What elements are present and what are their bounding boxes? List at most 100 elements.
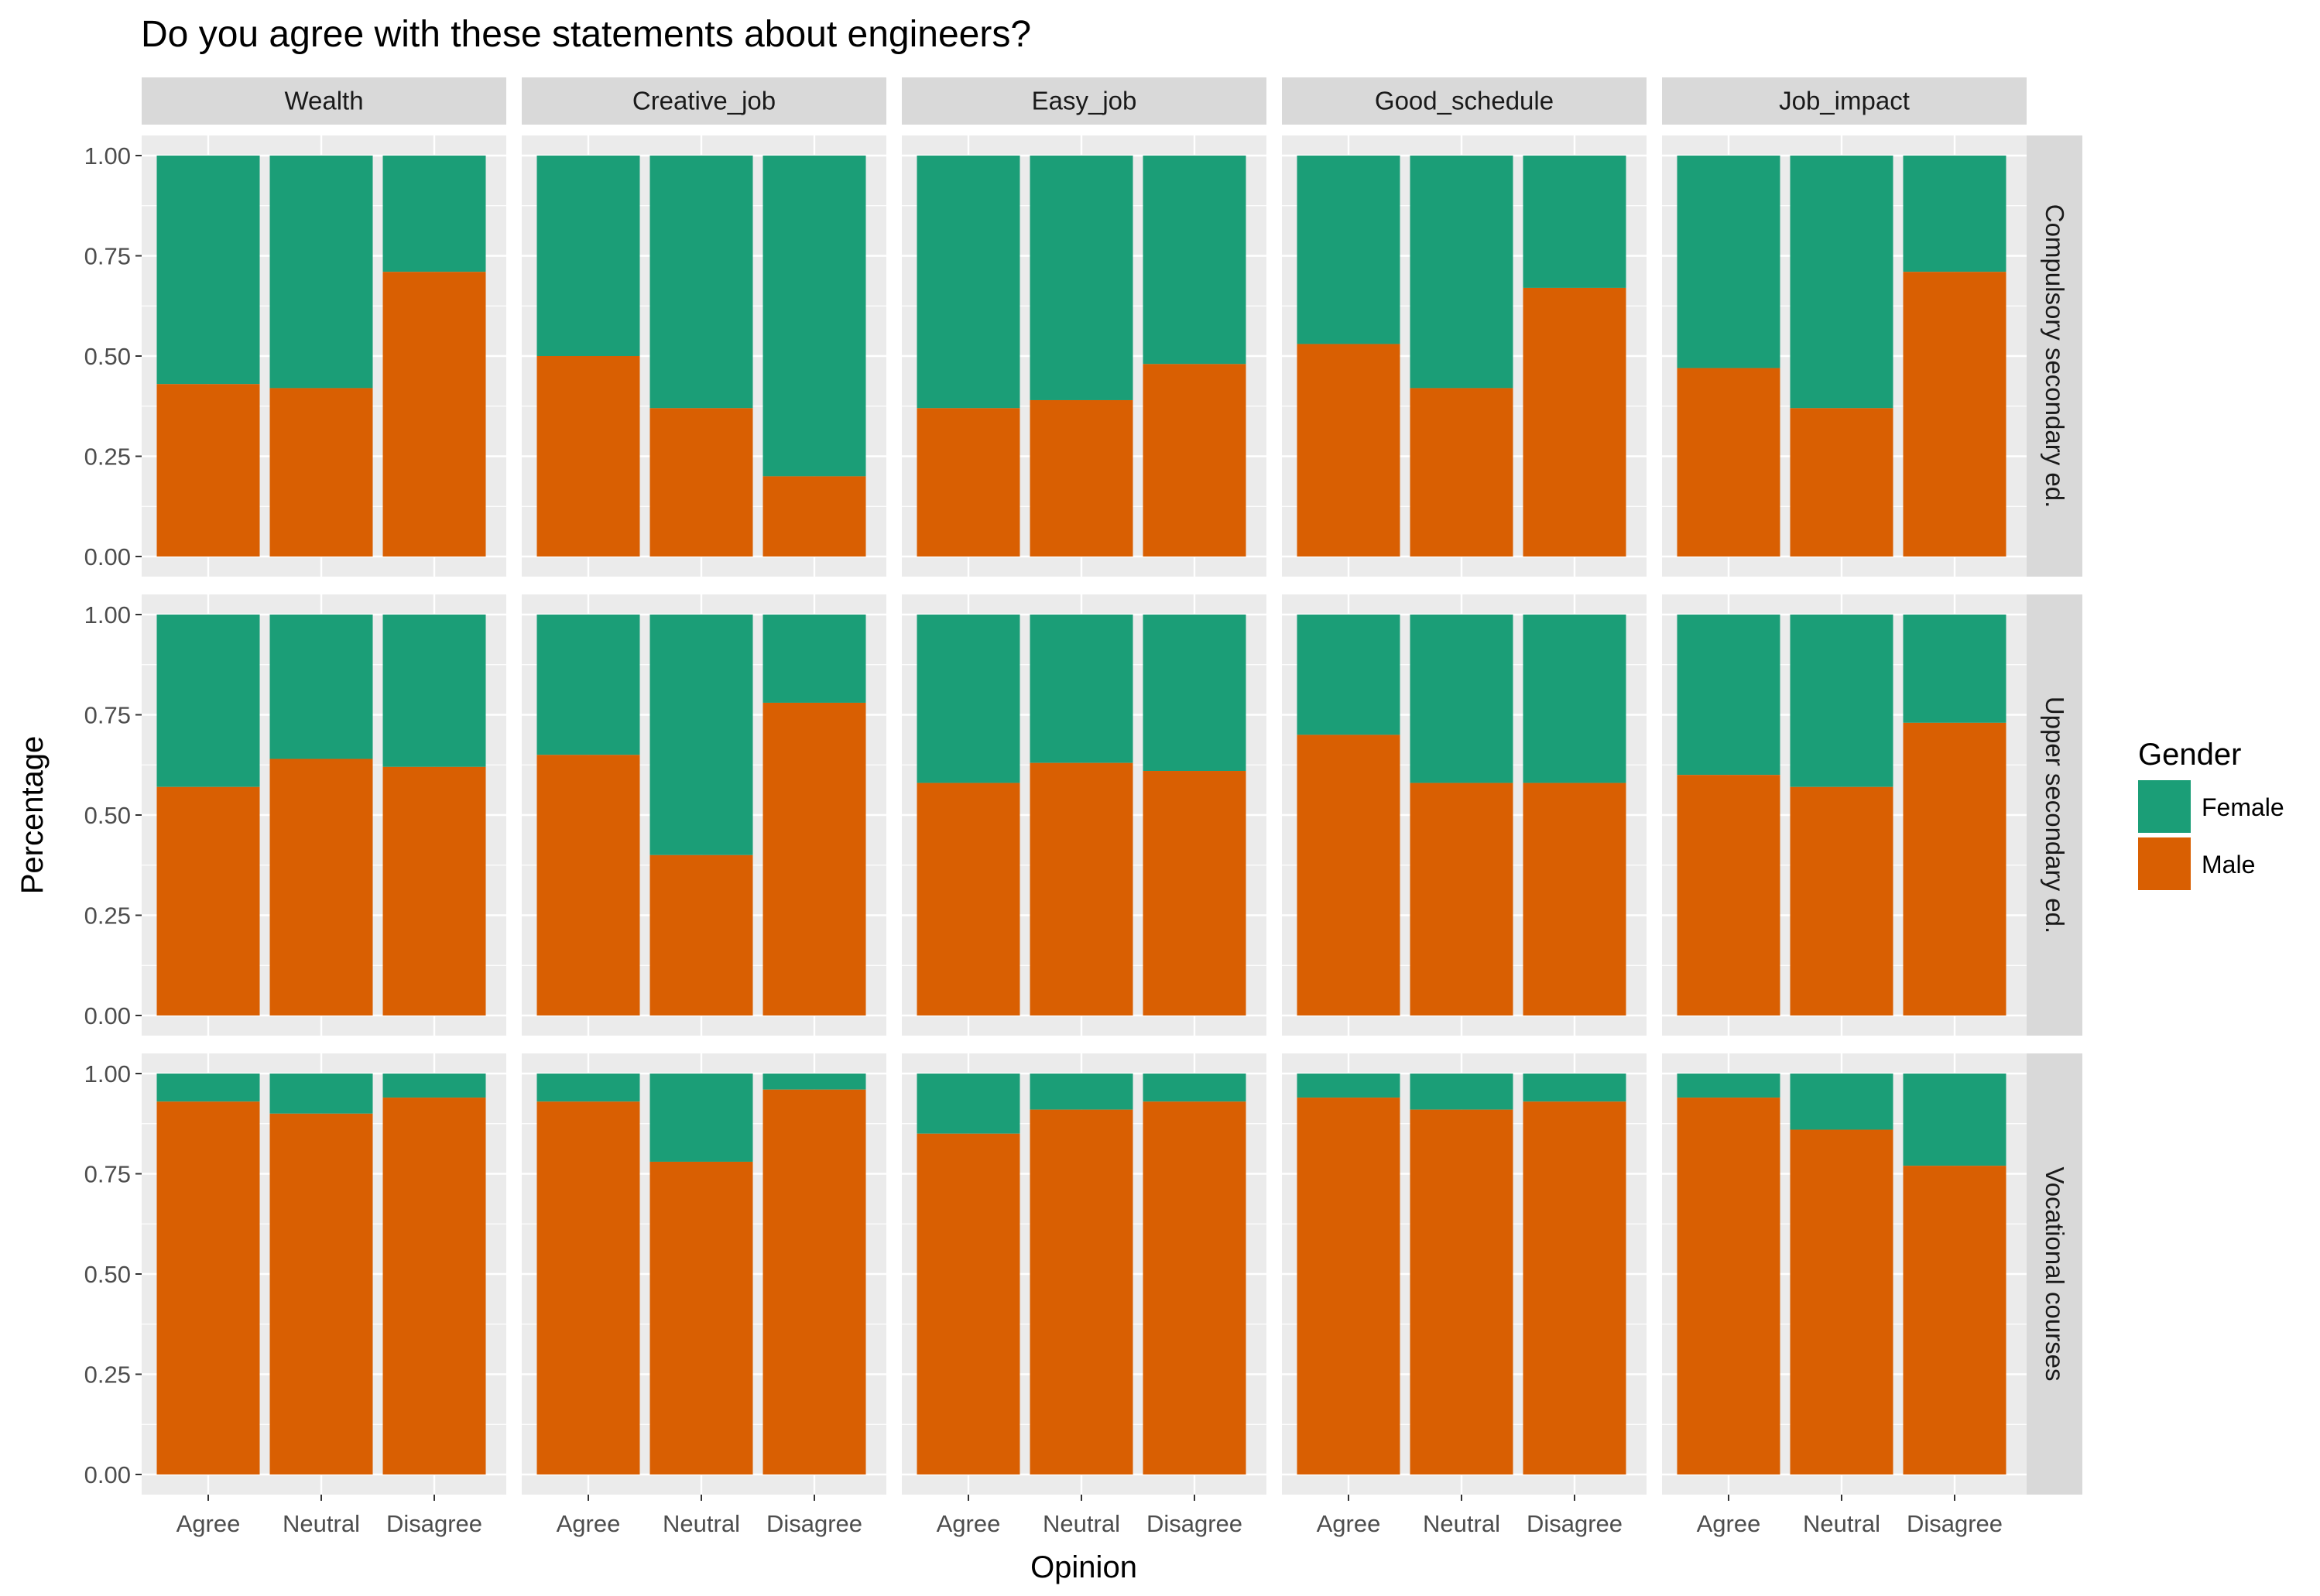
- bar-female-upper-secondary-ed-job-impact-agree: [1677, 615, 1780, 776]
- facet-strip-job-impact: [1662, 77, 2027, 125]
- bar-female-compulsory-secondary-ed-easy-job-agree: [917, 156, 1020, 409]
- x-tick-label: Agree: [1697, 1510, 1761, 1537]
- bar-female-compulsory-secondary-ed-wealth-agree: [156, 156, 260, 385]
- bar-male-vocational-courses-creative-job-disagree: [762, 1089, 866, 1474]
- x-tick-label: Agree: [557, 1510, 621, 1537]
- bar-female-upper-secondary-ed-good-schedule-disagree: [1523, 615, 1626, 783]
- facet-label-job-impact: Job_impact: [1779, 87, 1910, 115]
- bar-female-vocational-courses-wealth-agree: [156, 1074, 260, 1102]
- bar-female-compulsory-secondary-ed-job-impact-disagree: [1903, 156, 2006, 272]
- bar-male-compulsory-secondary-ed-wealth-neutral: [269, 388, 373, 557]
- bar-male-vocational-courses-easy-job-disagree: [1143, 1101, 1246, 1474]
- x-tick-label: Disagree: [386, 1510, 482, 1537]
- facet-strip-vocational-courses: [2027, 1053, 2082, 1495]
- bar-male-vocational-courses-wealth-agree: [156, 1101, 260, 1474]
- legend-label-female: Female: [2202, 793, 2284, 821]
- bar-female-vocational-courses-good-schedule-disagree: [1523, 1074, 1626, 1102]
- bar-male-compulsory-secondary-ed-creative-job-neutral: [649, 408, 753, 557]
- x-tick-label: Neutral: [1043, 1510, 1120, 1537]
- bar-male-compulsory-secondary-ed-good-schedule-agree: [1297, 344, 1400, 557]
- bar-female-vocational-courses-easy-job-disagree: [1143, 1074, 1246, 1102]
- bar-female-vocational-courses-wealth-neutral: [269, 1074, 373, 1114]
- bar-female-upper-secondary-ed-creative-job-disagree: [762, 615, 866, 703]
- facet-label-upper-secondary-ed: Upper secondary ed.: [2041, 697, 2069, 933]
- legend-key-female: [2138, 780, 2191, 833]
- bar-male-vocational-courses-good-schedule-neutral: [1410, 1109, 1513, 1474]
- facet-label-wealth: Wealth: [284, 87, 363, 115]
- bar-male-upper-secondary-ed-creative-job-neutral: [649, 855, 753, 1015]
- bar-female-vocational-courses-creative-job-neutral: [649, 1074, 753, 1162]
- bar-female-compulsory-secondary-ed-good-schedule-neutral: [1410, 156, 1513, 389]
- bar-female-upper-secondary-ed-job-impact-neutral: [1790, 615, 1893, 787]
- x-tick-label: Agree: [937, 1510, 1001, 1537]
- bar-female-upper-secondary-ed-wealth-disagree: [382, 615, 486, 767]
- x-tick-label: Disagree: [1527, 1510, 1623, 1537]
- x-tick-label: Agree: [176, 1510, 241, 1537]
- legend-title: Gender: [2138, 738, 2241, 772]
- x-tick-label: Neutral: [283, 1510, 360, 1537]
- bar-male-compulsory-secondary-ed-job-impact-neutral: [1790, 408, 1893, 557]
- y-tick-label: 0.00: [84, 543, 131, 570]
- bar-male-upper-secondary-ed-good-schedule-disagree: [1523, 783, 1626, 1015]
- bar-female-compulsory-secondary-ed-wealth-neutral: [269, 156, 373, 389]
- bar-male-vocational-courses-easy-job-agree: [917, 1133, 1020, 1474]
- bar-female-vocational-courses-wealth-disagree: [382, 1074, 486, 1098]
- bar-male-compulsory-secondary-ed-good-schedule-disagree: [1523, 287, 1626, 557]
- y-tick-label: 0.50: [84, 802, 131, 829]
- facet-strip-creative-job: [522, 77, 886, 125]
- facet-label-compulsory-secondary-ed: Compulsory secondary ed.: [2041, 204, 2069, 509]
- bar-female-vocational-courses-easy-job-neutral: [1030, 1074, 1133, 1110]
- x-axis-title: Opinion: [1030, 1550, 1137, 1584]
- y-axis-title: Percentage: [15, 736, 50, 895]
- y-tick-label: 1.00: [84, 601, 131, 628]
- x-tick-label: Disagree: [766, 1510, 862, 1537]
- bar-female-upper-secondary-ed-easy-job-agree: [917, 615, 1020, 783]
- bar-male-vocational-courses-job-impact-neutral: [1790, 1129, 1893, 1474]
- bar-female-compulsory-secondary-ed-good-schedule-agree: [1297, 156, 1400, 344]
- bar-male-compulsory-secondary-ed-job-impact-disagree: [1903, 272, 2006, 557]
- bar-male-compulsory-secondary-ed-creative-job-agree: [536, 356, 640, 557]
- bar-male-upper-secondary-ed-good-schedule-neutral: [1410, 783, 1513, 1015]
- bar-male-upper-secondary-ed-job-impact-disagree: [1903, 722, 2006, 1015]
- facet-label-easy-job: Easy_job: [1032, 87, 1137, 115]
- y-tick-label: 0.25: [84, 1361, 131, 1389]
- bar-male-compulsory-secondary-ed-good-schedule-neutral: [1410, 388, 1513, 557]
- bar-male-upper-secondary-ed-easy-job-neutral: [1030, 762, 1133, 1015]
- bar-female-upper-secondary-ed-easy-job-neutral: [1030, 615, 1133, 763]
- x-tick-label: Disagree: [1907, 1510, 2003, 1537]
- bar-female-upper-secondary-ed-wealth-neutral: [269, 615, 373, 759]
- bar-female-compulsory-secondary-ed-easy-job-disagree: [1143, 156, 1246, 365]
- bar-male-vocational-courses-job-impact-disagree: [1903, 1166, 2006, 1474]
- bar-male-upper-secondary-ed-job-impact-neutral: [1790, 786, 1893, 1015]
- y-tick-label: 0.75: [84, 702, 131, 729]
- bar-male-upper-secondary-ed-good-schedule-agree: [1297, 735, 1400, 1015]
- x-tick-label: Neutral: [1803, 1510, 1880, 1537]
- bar-male-vocational-courses-wealth-disagree: [382, 1098, 486, 1474]
- legend: Gender Female Male: [2138, 738, 2284, 890]
- y-tick-label: 0.00: [84, 1461, 131, 1488]
- bar-male-vocational-courses-good-schedule-agree: [1297, 1098, 1400, 1474]
- facet-label-good-schedule: Good_schedule: [1375, 87, 1554, 115]
- bar-female-compulsory-secondary-ed-creative-job-agree: [536, 156, 640, 356]
- bar-male-vocational-courses-easy-job-neutral: [1030, 1109, 1133, 1474]
- y-tick-label: 1.00: [84, 1060, 131, 1087]
- y-tick-label: 0.75: [84, 243, 131, 270]
- bar-male-compulsory-secondary-ed-wealth-agree: [156, 384, 260, 557]
- y-tick-label: 0.00: [84, 1002, 131, 1029]
- bar-female-upper-secondary-ed-easy-job-disagree: [1143, 615, 1246, 772]
- bar-male-upper-secondary-ed-creative-job-disagree: [762, 702, 866, 1015]
- facet-strip-easy-job: [902, 77, 1266, 125]
- facet-strip-compulsory-secondary-ed: [2027, 135, 2082, 577]
- y-tick-label: 0.25: [84, 902, 131, 930]
- legend-key-male: [2138, 837, 2191, 890]
- bar-female-compulsory-secondary-ed-job-impact-neutral: [1790, 156, 1893, 409]
- facet-strip-wealth: [142, 77, 506, 125]
- bar-male-compulsory-secondary-ed-easy-job-disagree: [1143, 364, 1246, 557]
- bar-female-vocational-courses-good-schedule-neutral: [1410, 1074, 1513, 1110]
- bar-male-compulsory-secondary-ed-wealth-disagree: [382, 272, 486, 557]
- bar-female-upper-secondary-ed-wealth-agree: [156, 615, 260, 787]
- bar-male-compulsory-secondary-ed-easy-job-neutral: [1030, 399, 1133, 557]
- bar-female-upper-secondary-ed-creative-job-neutral: [649, 615, 753, 855]
- facet-strip-upper-secondary-ed: [2027, 594, 2082, 1036]
